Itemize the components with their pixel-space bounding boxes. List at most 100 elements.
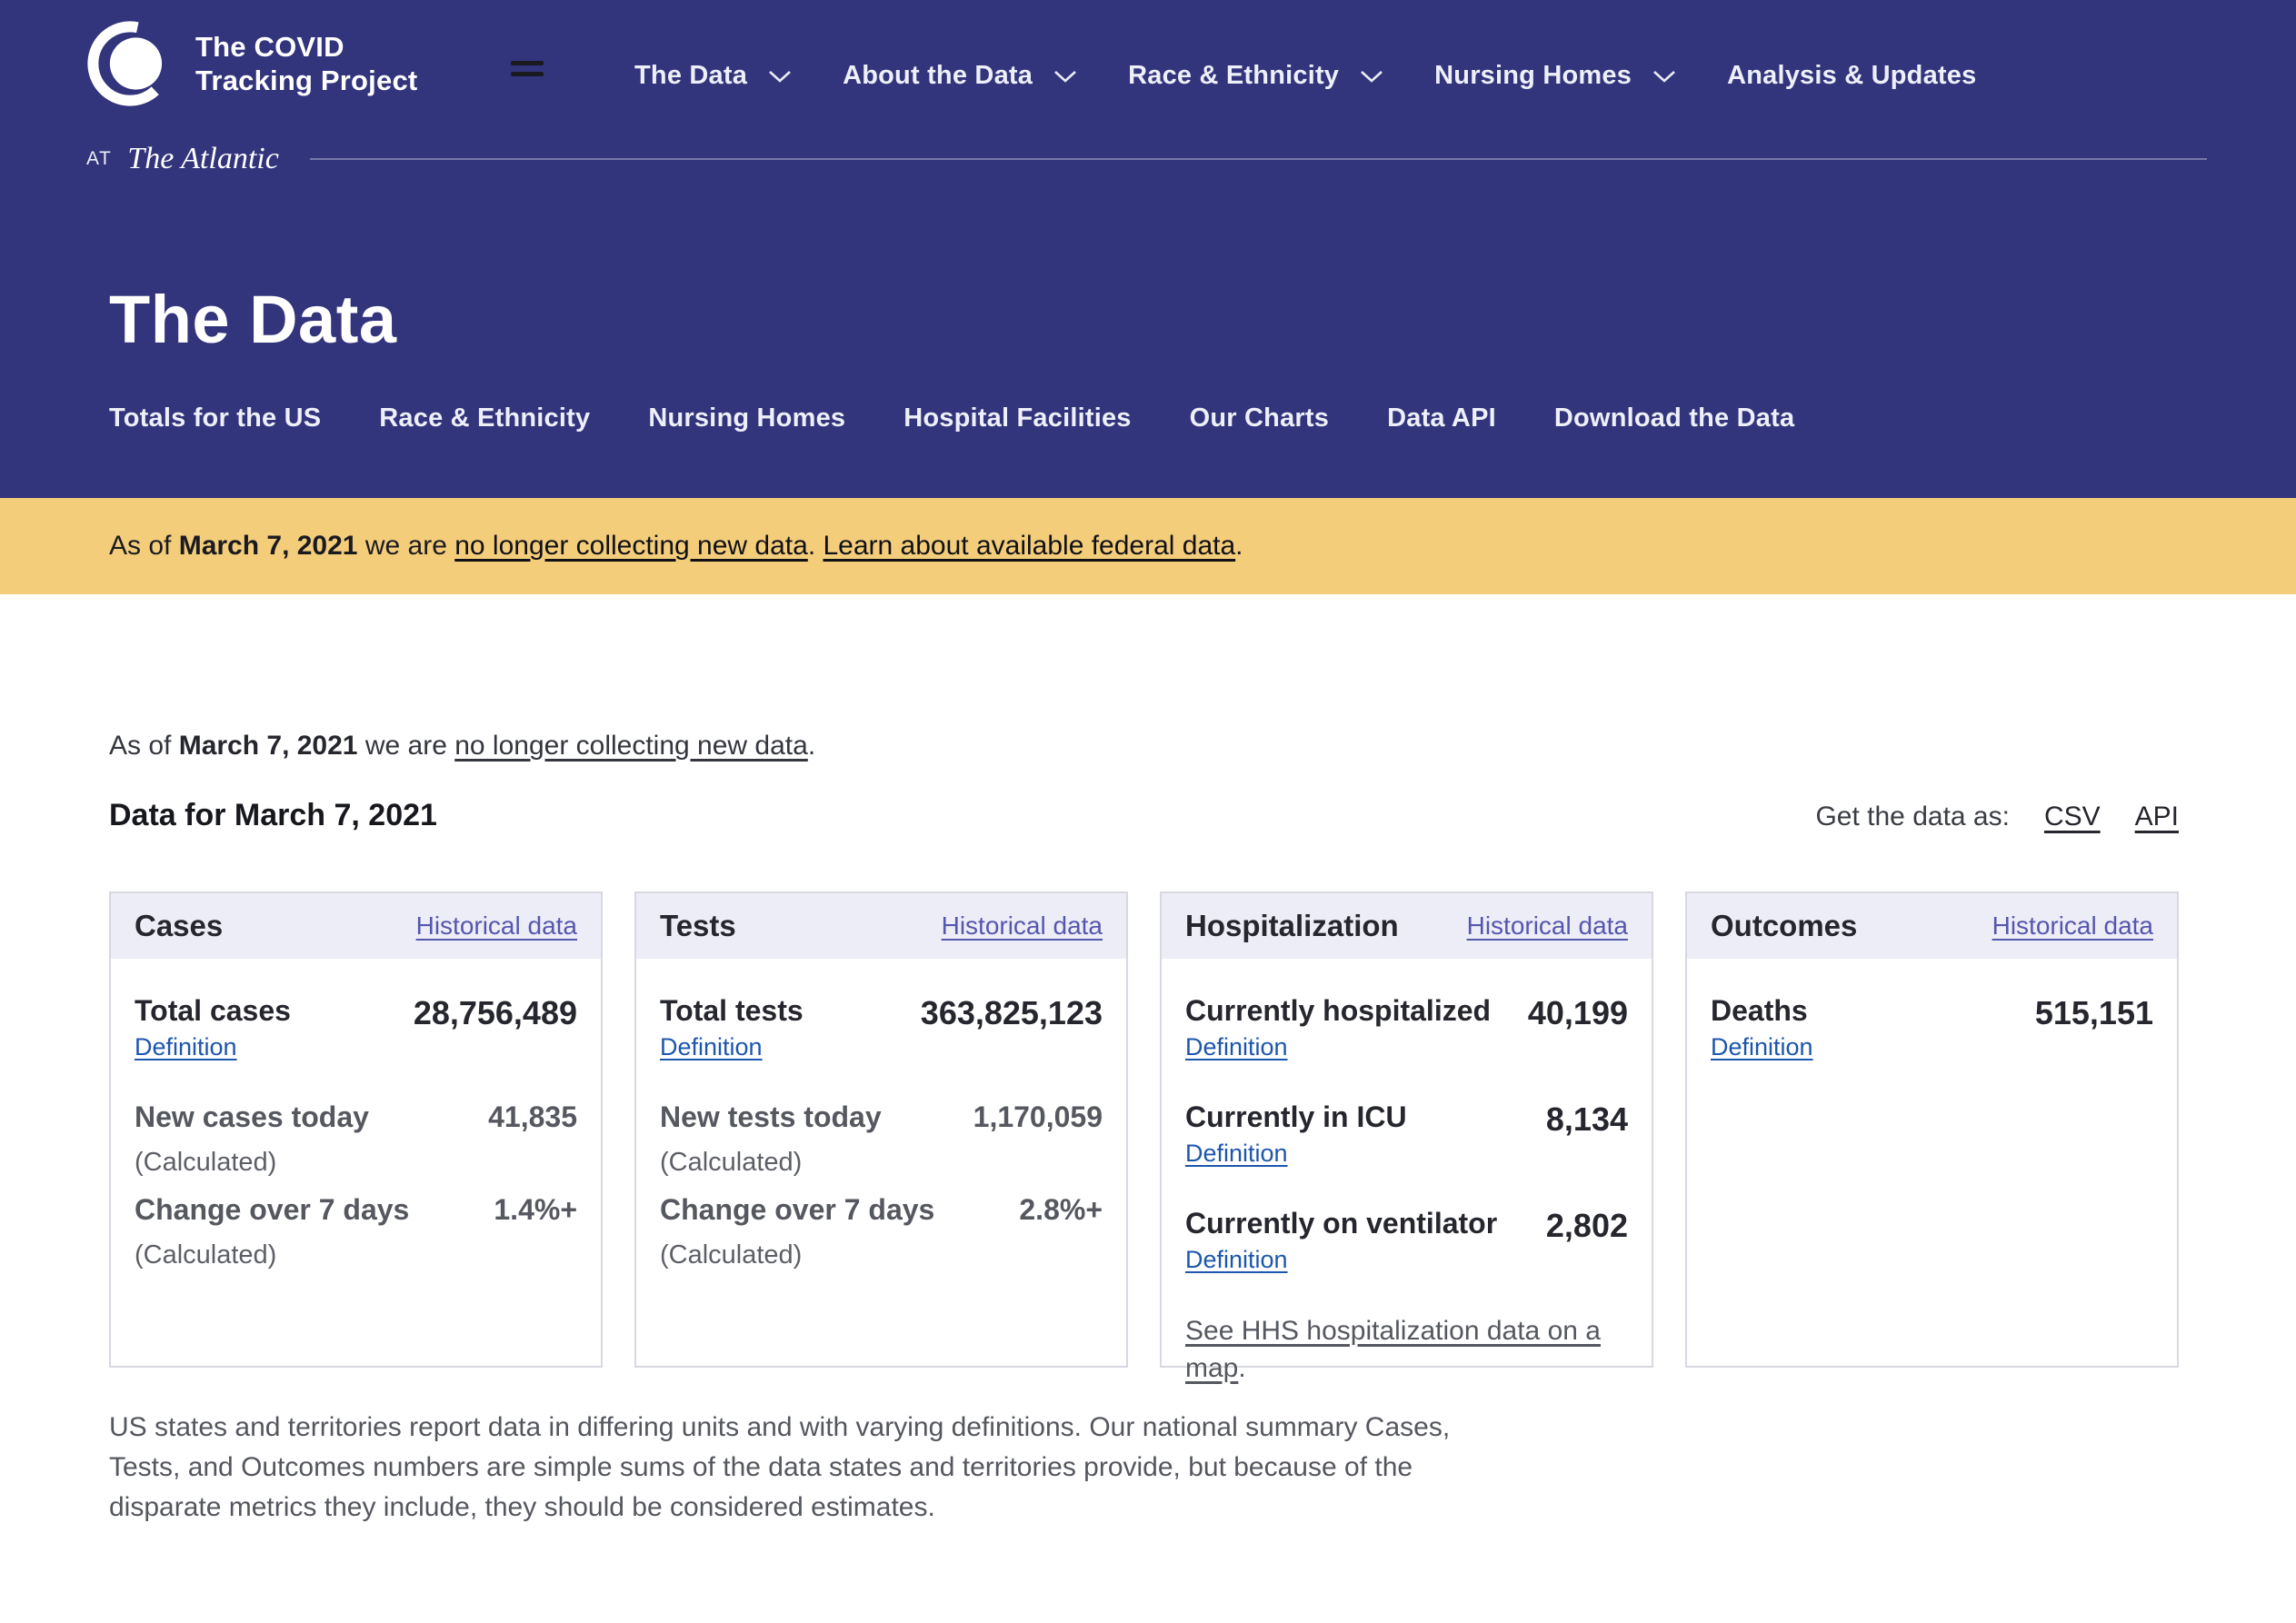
card-title: Tests	[660, 909, 736, 942]
covid-tracking-logo-icon	[86, 20, 174, 107]
metric-value: 515,151	[2034, 994, 2153, 1031]
definition-link[interactable]: Definition	[1711, 1033, 1813, 1060]
metric-row: Total cases Definition 28,756,489	[135, 993, 577, 1061]
nav-item-label: Race & Ethnicity	[1128, 60, 1340, 90]
nav-item-nursing-homes[interactable]: Nursing Homes	[1434, 61, 1676, 91]
card-body: Currently hospitalized Definition 40,199 Cu…	[1162, 959, 1652, 1387]
metric-row: Currently in ICU Definition 8,134	[1185, 1100, 1628, 1168]
data-header-row: Data for March 7, 2021 Get the data as: …	[109, 798, 2179, 833]
card-body: Total tests Definition 363,825,123 New test…	[636, 959, 1126, 1270]
get-data: Get the data as: CSV API	[1815, 802, 2179, 832]
subnav-item-download-the-data[interactable]: Download the Data	[1553, 403, 1795, 433]
metric-card-outcomes: Outcomes Historical data Deaths Definition 5…	[1685, 891, 2179, 1368]
api-link[interactable]: API	[2134, 802, 2179, 831]
metric-label-group: Currently on ventilator Definition	[1185, 1206, 1497, 1274]
metric-value: 40,199	[1527, 994, 1628, 1031]
main-content: As of March 7, 2021 we are no longer col…	[0, 731, 2296, 1528]
definition-link[interactable]: Definition	[135, 1033, 237, 1060]
metric-label-group: New cases today (Calculated)	[135, 1100, 369, 1178]
data-heading: Data for March 7, 2021	[109, 798, 437, 832]
metric-row: Currently hospitalized Definition 40,199	[1185, 993, 1628, 1061]
metric-row: New tests today (Calculated) 1,170,059	[660, 1100, 1103, 1178]
definition-link[interactable]: Definition	[1185, 1246, 1288, 1273]
metric-label-group: New tests today (Calculated)	[660, 1100, 882, 1178]
metric-row: Currently on ventilator Definition 2,802	[1185, 1206, 1628, 1274]
definition-link[interactable]: Definition	[1185, 1140, 1288, 1167]
nav-item-the-data[interactable]: The Data	[634, 61, 792, 91]
logo-line1: The COVID	[195, 31, 344, 63]
nav-item-race-ethnicity[interactable]: Race & Ethnicity	[1128, 61, 1383, 91]
site-logo[interactable]: The COVID Tracking Project	[86, 20, 417, 107]
metric-value: 8,134	[1545, 1100, 1628, 1138]
metric-value: 1.4%+	[494, 1193, 577, 1226]
definition-link[interactable]: Definition	[660, 1033, 763, 1060]
metric-value: 28,756,489	[413, 994, 577, 1031]
calculated-note: (Calculated)	[135, 1148, 277, 1177]
metric-row: Total tests Definition 363,825,123	[660, 993, 1103, 1061]
header-divider	[309, 158, 2207, 160]
hamburger-menu-icon[interactable]	[511, 61, 544, 76]
metric-label-group: Change over 7 days (Calculated)	[135, 1192, 409, 1270]
notice-line: As of March 7, 2021 we are no longer col…	[109, 731, 816, 761]
historical-data-link[interactable]: Historical data	[415, 911, 577, 940]
card-header: Tests Historical data	[636, 893, 1126, 959]
banner-date: March 7, 2021	[178, 531, 358, 561]
subnav-item-data-api[interactable]: Data API	[1387, 403, 1496, 433]
card-header: Cases Historical data	[111, 893, 601, 959]
chevron-down-icon	[1360, 61, 1383, 91]
nav-item-label: The Data	[634, 60, 748, 90]
historical-data-link[interactable]: Historical data	[1992, 911, 2153, 940]
metric-label: Currently in ICU	[1185, 1100, 1407, 1133]
subnav-item-our-charts[interactable]: Our Charts	[1189, 403, 1330, 433]
page-title: The Data	[109, 282, 397, 357]
metric-label-group: Total tests Definition	[660, 993, 804, 1061]
federal-data-link[interactable]: Learn about available federal data	[823, 531, 1236, 561]
subnav-item-totals-for-the-us[interactable]: Totals for the US	[109, 403, 322, 433]
hhs-map-suffix: .	[1238, 1353, 1246, 1383]
chevron-down-icon	[1053, 61, 1077, 91]
metric-cards: Cases Historical data Total cases Definitio…	[109, 891, 2187, 1383]
card-header: Hospitalization Historical data	[1162, 893, 1652, 959]
historical-data-link[interactable]: Historical data	[941, 911, 1103, 940]
notice-banner: As of March 7, 2021 we are no longer col…	[0, 498, 2296, 594]
metric-label-group: Deaths Definition	[1711, 993, 1813, 1061]
metric-card-cases: Cases Historical data Total cases Definitio…	[109, 891, 603, 1368]
card-title: Outcomes	[1711, 909, 1858, 942]
card-title: Cases	[135, 909, 224, 942]
csv-link[interactable]: CSV	[2043, 802, 2101, 831]
historical-data-link[interactable]: Historical data	[1466, 911, 1628, 940]
metric-label: New cases today	[135, 1100, 369, 1133]
calculated-note: (Calculated)	[660, 1148, 803, 1177]
site-header: The COVID Tracking Project The Data About…	[0, 0, 2296, 498]
metric-value: 363,825,123	[920, 994, 1103, 1031]
atlantic-wordmark[interactable]: The Atlantic	[127, 142, 279, 175]
metric-label: New tests today	[660, 1100, 882, 1133]
no-longer-collecting-link[interactable]: no longer collecting new data	[454, 731, 808, 761]
hhs-map-link[interactable]: See HHS hospitalization data on a map	[1185, 1316, 1601, 1383]
metric-row: Change over 7 days (Calculated) 1.4%+	[135, 1192, 577, 1270]
card-title: Hospitalization	[1185, 909, 1399, 942]
nav-item-about-the-data[interactable]: About the Data	[843, 61, 1077, 91]
subnav-item-nursing-homes[interactable]: Nursing Homes	[648, 403, 846, 433]
card-body: Total cases Definition 28,756,489 New cases…	[111, 959, 601, 1270]
card-body: Deaths Definition 515,151	[1687, 959, 2177, 1061]
notice-banner-text: As of March 7, 2021 we are no longer col…	[109, 531, 1243, 561]
metric-label-group: Change over 7 days (Calculated)	[660, 1192, 934, 1270]
metric-label: Change over 7 days	[660, 1193, 935, 1226]
hero-subnav: Totals for the US Race & Ethnicity Nursing…	[109, 400, 1794, 436]
subnav-item-race-ethnicity[interactable]: Race & Ethnicity	[379, 403, 591, 433]
hhs-map-note: See HHS hospitalization data on a map.	[1185, 1312, 1603, 1387]
metric-label-group: Currently hospitalized Definition	[1185, 993, 1491, 1061]
get-data-label: Get the data as:	[1815, 802, 2010, 831]
subnav-item-hospital-facilities[interactable]: Hospital Facilities	[903, 403, 1132, 433]
metric-card-tests: Tests Historical data Total tests Definitio…	[634, 891, 1128, 1368]
metric-value: 41,835	[488, 1100, 577, 1133]
definition-link[interactable]: Definition	[1185, 1033, 1288, 1060]
metric-row: New cases today (Calculated) 41,835	[135, 1100, 577, 1178]
footnote: US states and territories report data in…	[109, 1412, 1451, 1522]
metric-row: Deaths Definition 515,151	[1711, 993, 2153, 1061]
no-longer-collecting-link[interactable]: no longer collecting new data	[454, 531, 808, 561]
calculated-note: (Calculated)	[135, 1240, 277, 1270]
nav-item-analysis-updates[interactable]: Analysis & Updates	[1727, 61, 1976, 91]
metric-label: Change over 7 days	[135, 1193, 410, 1226]
